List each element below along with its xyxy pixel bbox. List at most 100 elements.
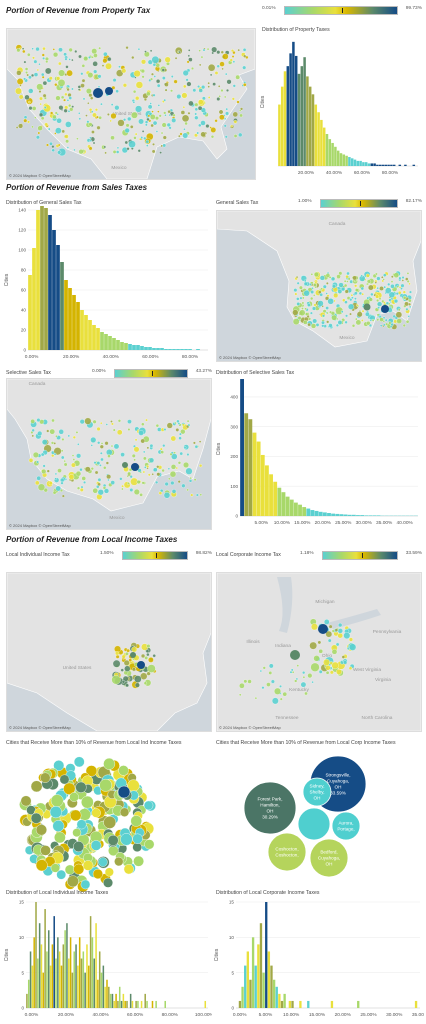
city-mark (167, 467, 171, 470)
city-mark (106, 113, 110, 116)
city-mark (210, 127, 217, 133)
city-mark (345, 275, 349, 279)
map-property-tax[interactable]: United States Mexico © 2024 Mapbox © Open… (6, 28, 256, 180)
city-mark (229, 58, 233, 62)
city-mark (295, 677, 299, 681)
city-mark (112, 150, 117, 154)
city-mark (146, 652, 150, 657)
city-mark (131, 646, 138, 653)
individual-income-bubble-chart (19, 756, 156, 893)
city-mark (393, 272, 400, 278)
city-mark (268, 663, 274, 669)
city-mark (36, 418, 41, 423)
map-selective-sales-tax[interactable]: Canada Mexico © 2024 Mapbox © OpenStreetM… (6, 378, 212, 530)
map-local-corporate-income-tax[interactable]: Michigan Illinois Indiana Ohio Pennsylvania W… (216, 572, 422, 732)
histogram-bar (368, 515, 373, 516)
city-mark (149, 49, 153, 53)
chart-title-property-hist: Distribution of Property Taxes (262, 27, 330, 33)
chart-title-general-hist: Distribution of General Sales Tax (6, 200, 82, 206)
city-mark (183, 128, 186, 131)
city-mark (363, 303, 371, 311)
city-mark (32, 56, 35, 60)
map-general-sales-tax[interactable]: Canada Mexico © 2024 Mapbox © OpenStreetM… (216, 210, 422, 362)
city-mark (133, 70, 141, 78)
city-mark (160, 131, 164, 135)
bubble-label: Forest Park, (257, 797, 282, 802)
bubble (72, 828, 82, 838)
map-lake (277, 577, 293, 633)
city-mark (32, 451, 39, 458)
city-mark (68, 96, 72, 100)
city-mark (141, 59, 147, 65)
city-mark (183, 446, 187, 450)
city-mark (68, 104, 72, 108)
city-mark (109, 119, 112, 123)
histogram-bar (51, 944, 54, 1008)
city-mark (147, 114, 151, 118)
city-mark (369, 319, 372, 322)
histogram-bar (339, 514, 344, 516)
histogram-bar (135, 1000, 137, 1008)
histogram-bar (144, 993, 146, 1008)
city-mark (336, 274, 341, 279)
y-tick-label: 80 (21, 268, 27, 273)
city-mark (46, 429, 50, 433)
city-mark (186, 60, 190, 64)
city-mark (306, 315, 310, 319)
city-mark (117, 119, 125, 127)
map-place-label: Canada (329, 221, 346, 227)
city-mark (122, 83, 127, 88)
histogram-bar (27, 979, 30, 1008)
city-mark (42, 80, 48, 86)
city-mark (163, 98, 167, 102)
section-title-property: Portion of Revenue from Property Tax (6, 6, 151, 15)
city-mark (404, 301, 409, 307)
city-mark (406, 279, 410, 283)
x-tick-label: 60.00% (127, 1012, 144, 1018)
histogram-bar (327, 513, 331, 516)
city-mark (147, 104, 153, 110)
map-local-individual-income-tax[interactable]: United States © 2024 Mapbox © OpenStreet… (6, 572, 212, 732)
city-mark (366, 321, 371, 326)
histogram-bar (390, 164, 393, 166)
city-mark (160, 144, 163, 148)
histogram-bar (345, 155, 348, 166)
histogram-bar (132, 345, 136, 350)
city-mark (111, 422, 114, 426)
histogram-bar (64, 930, 66, 1008)
y-tick-label: 5 (231, 970, 234, 975)
histogram-bar (124, 1000, 126, 1008)
city-mark (219, 61, 225, 67)
histogram-bar (44, 208, 48, 350)
city-mark (105, 62, 112, 70)
city-mark (55, 435, 58, 438)
city-mark (210, 135, 215, 139)
city-mark (152, 93, 156, 97)
city-mark (67, 110, 71, 113)
city-mark (155, 130, 159, 133)
city-mark (309, 311, 313, 315)
legend-property: 0.01% 99.73% (262, 5, 422, 15)
city-mark (97, 74, 102, 79)
bubble (114, 856, 124, 867)
city-mark (88, 108, 93, 112)
city-mark (370, 292, 374, 297)
city-mark (321, 314, 325, 318)
city-mark (37, 430, 43, 437)
city-mark (232, 111, 238, 118)
city-mark (88, 122, 93, 127)
city-mark (99, 444, 104, 449)
city-mark (340, 286, 346, 292)
city-mark (379, 317, 384, 322)
map-place-label: Mexico (109, 515, 125, 521)
city-mark (121, 654, 126, 659)
city-mark (144, 120, 149, 124)
histogram-bar (251, 937, 255, 1008)
city-mark (327, 638, 332, 643)
legend-gradient (284, 6, 398, 15)
histogram-bar (136, 345, 140, 350)
city-mark (99, 464, 102, 467)
city-mark (304, 691, 308, 696)
city-mark (375, 272, 378, 276)
city-mark (182, 69, 189, 77)
